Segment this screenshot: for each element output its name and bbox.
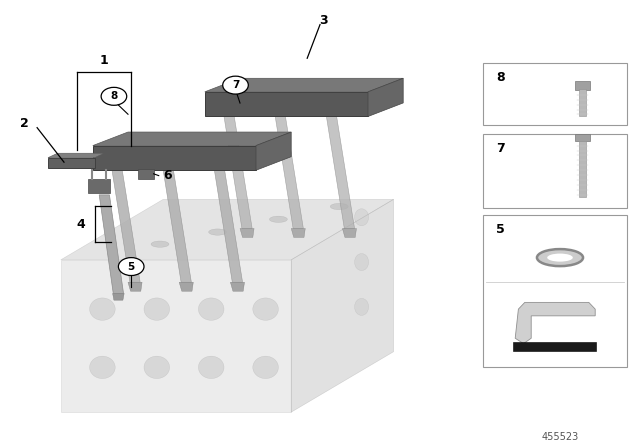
Text: 3: 3 [319,13,328,27]
Polygon shape [113,293,124,300]
Polygon shape [112,170,140,282]
Bar [483,215,627,367]
Polygon shape [99,195,124,293]
Polygon shape [61,260,291,412]
Polygon shape [575,134,590,141]
Text: 1: 1 [100,54,108,67]
Ellipse shape [90,298,115,320]
Ellipse shape [209,229,227,235]
Circle shape [118,258,144,276]
Polygon shape [205,78,403,92]
Ellipse shape [253,298,278,320]
Ellipse shape [144,298,170,320]
Polygon shape [93,132,291,146]
Polygon shape [205,92,368,116]
Polygon shape [575,81,590,90]
Polygon shape [342,228,356,237]
Text: 455523: 455523 [541,432,579,442]
Ellipse shape [269,216,287,222]
Bar [483,63,627,125]
Polygon shape [326,116,355,228]
Ellipse shape [330,203,348,210]
Bar [483,134,627,208]
Polygon shape [291,228,305,237]
Polygon shape [224,116,252,228]
Circle shape [223,76,248,94]
Ellipse shape [198,356,224,379]
Polygon shape [179,282,193,291]
Polygon shape [230,282,244,291]
Text: 7: 7 [496,142,505,155]
Bar [579,141,586,197]
Text: 2: 2 [20,116,29,130]
Polygon shape [61,199,394,260]
Text: 5: 5 [496,223,505,236]
Ellipse shape [355,298,369,315]
Polygon shape [368,78,403,116]
Polygon shape [88,179,110,193]
Ellipse shape [253,356,278,379]
Ellipse shape [90,356,115,379]
Text: 4: 4 [76,217,85,231]
Polygon shape [128,282,142,291]
Text: 8: 8 [110,91,118,101]
Polygon shape [48,158,95,168]
Ellipse shape [537,249,583,266]
Bar [513,342,596,351]
Ellipse shape [355,254,369,271]
Text: 7: 7 [232,80,239,90]
Polygon shape [256,132,291,170]
Text: 8: 8 [496,71,504,84]
Polygon shape [163,170,191,282]
Ellipse shape [547,254,573,262]
Bar [138,169,154,179]
Ellipse shape [151,241,169,247]
Text: 5: 5 [127,262,135,271]
Ellipse shape [355,209,369,226]
Polygon shape [275,116,303,228]
Ellipse shape [144,356,170,379]
Polygon shape [93,146,256,170]
Circle shape [101,87,127,105]
Polygon shape [515,302,595,344]
Polygon shape [240,228,254,237]
Bar [579,89,586,116]
Ellipse shape [198,298,224,320]
Text: 6: 6 [163,169,172,182]
Polygon shape [48,153,104,158]
Polygon shape [214,170,243,282]
Polygon shape [291,199,394,412]
